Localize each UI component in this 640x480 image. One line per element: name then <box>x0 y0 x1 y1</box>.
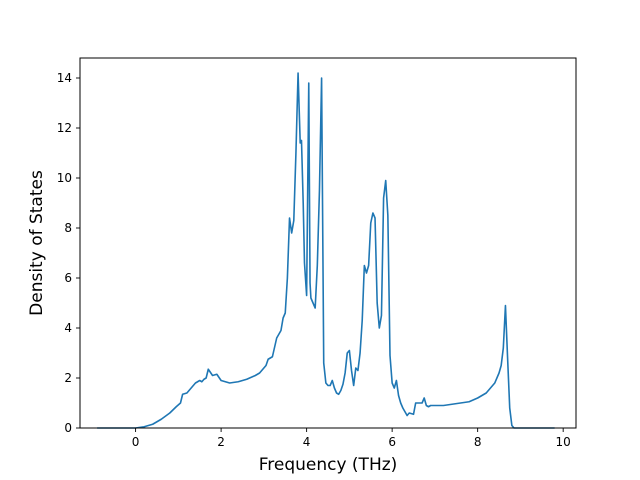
series-line-0 <box>97 72 555 429</box>
x-tick-label: 0 <box>132 435 140 449</box>
y-tick-label: 4 <box>64 321 72 335</box>
y-tick-label: 10 <box>57 171 72 185</box>
x-axis-ticks: 0 2 4 6 8 10 <box>132 428 571 449</box>
plot-frame <box>79 57 577 429</box>
x-tick-label: 10 <box>556 435 571 449</box>
x-tick-label: 8 <box>474 435 482 449</box>
y-tick-label: 6 <box>64 271 72 285</box>
x-tick-label: 6 <box>388 435 396 449</box>
y-tick-label: 14 <box>57 71 72 85</box>
y-tick-label: 8 <box>64 221 72 235</box>
y-tick-label: 2 <box>64 371 72 385</box>
y-axis-label: Density of States <box>27 170 47 316</box>
x-tick-label: 2 <box>217 435 225 449</box>
x-axis-label: Frequency (THz) <box>259 455 398 475</box>
series-group <box>97 72 555 429</box>
y-tick-label: 0 <box>64 421 72 435</box>
x-tick-label: 4 <box>303 435 311 449</box>
y-axis-ticks: 0 2 4 6 8 10 12 14 <box>57 71 80 435</box>
plot-background <box>80 58 576 428</box>
y-tick-label: 12 <box>57 121 72 135</box>
